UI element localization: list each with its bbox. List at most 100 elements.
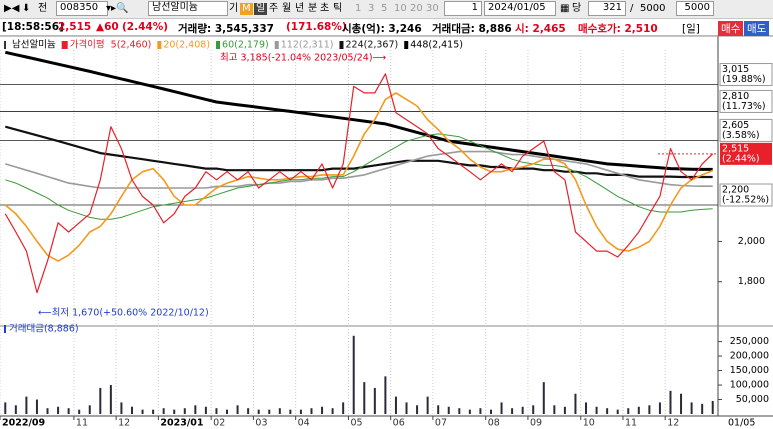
toolbar-button[interactable]: ▦ [560,3,570,14]
period-button[interactable]: 분 [308,3,318,14]
volume-bar [595,406,598,414]
volume-bar [162,408,165,414]
volume-bar [289,409,292,414]
legend-swatch [157,41,162,49]
current-box [720,142,772,165]
volume-bar [648,405,651,414]
date-input[interactable]: 2024/01/05 [484,1,556,16]
count-input[interactable]: 1 [444,1,482,16]
legend-swatch [61,41,68,49]
toolbar-button[interactable]: ▾▸🔍 [106,3,129,14]
period-button[interactable]: 일 [254,3,268,15]
ma-line [4,73,714,294]
open: 시: 2,465 [515,23,566,35]
toolbar: ▶◀ ⬇ 전 008350 ▾▸🔍 남선알미늄 기 M 일 주 월 년 분 초 … [0,0,773,19]
legend-icon [4,325,6,333]
name-input[interactable]: 남선알미늄 [148,1,228,16]
volume-bar [627,408,630,414]
period-button[interactable]: M [240,3,253,15]
volume-bar [574,393,577,414]
toolbar-button[interactable]: 전 [38,3,48,14]
ma-line [5,125,713,179]
x-tick-label: 11 [625,418,637,429]
x-end-label: 01/05 [728,418,755,429]
volume-bar [215,408,218,414]
current-change: (2.44%) [722,153,760,164]
toolbar-button[interactable]: 당 [572,3,582,14]
x-tick-label: 03 [255,418,267,429]
chart: 2022/09 11 12 2023/01 02 03 04 05 06 07 08 09 10 11 12… [0,36,773,429]
period-button[interactable]: 주 [269,3,279,14]
period-button[interactable]: 기 [229,3,239,14]
interval-button[interactable]: 30 [426,3,439,14]
volume-bar [88,405,91,414]
toolbar-button[interactable]: ⬇ [22,3,31,14]
volume-bar [479,408,482,414]
interval-button[interactable]: 10 [394,3,407,14]
period-tag: [일] [682,23,700,35]
volume-bar [173,409,176,414]
y-tick-label: 200,000 [730,351,769,362]
ma-line [4,50,713,171]
legend-item: 448(2,415) [410,40,463,51]
legend-item: 남선알미늄 [12,40,56,51]
buy-button[interactable]: 매수 [718,21,744,36]
volume-bar [14,405,17,414]
x-tick-label: 2022/09 [2,418,45,429]
period-button[interactable]: 월 [282,3,292,14]
interval-button[interactable]: 3 [368,3,375,14]
change-rate: (2.44%) [122,21,169,33]
volume-bar [585,402,588,414]
bid: 매수호가: 2,510 [578,23,658,35]
volume-bar [468,409,471,414]
range-input[interactable]: 321 [588,1,626,16]
volume-bar [426,396,429,414]
volume-bar [247,408,250,414]
legend-item: 60(2,179) [222,40,269,51]
sell-button[interactable]: 매도 [744,21,770,36]
volume-bar [690,402,693,414]
period-button[interactable]: 년 [295,3,305,14]
volume-bar [701,403,704,414]
code-input[interactable]: 008350 [56,1,108,16]
interval-button[interactable]: 20 [410,3,423,14]
period-button[interactable]: 틱 [333,3,343,14]
ma-line [4,92,714,262]
volume-bar [321,406,324,414]
x-tick-label: 07 [435,418,447,429]
volume-title: 거래대금(8,886) [9,324,79,335]
volume-bar [606,408,609,414]
range-input[interactable]: 5000 [676,1,714,16]
interval-button[interactable]: 1 [355,3,362,14]
volume-bar [532,405,535,414]
x-tick-label: 12 [118,418,130,429]
level-label: 2,810 [722,91,749,102]
volume-bar [563,406,566,414]
legend-icon [4,41,6,49]
x-tick-label: 05 [350,418,362,429]
interval-button[interactable]: 5 [381,3,388,14]
volume-bar [553,405,556,414]
volume-bar [405,402,408,414]
x-tick-label: 06 [393,418,405,429]
volume-bar [57,406,60,414]
volume-bar [384,376,387,414]
volume-bar [394,396,397,414]
level-box [719,183,773,207]
price: 2,515 [58,21,92,33]
period-button[interactable]: 초 [320,3,330,14]
low-annotation: ⟵최저 1,670(+50.60% 2022/10/12) [38,308,209,319]
volume-bar [299,409,302,414]
quote-bar: [18:58:56] 2,515 ▲60 (2.44%) 거래량: 3,545,… [0,19,773,36]
volume-bar [542,382,545,414]
volume-bar [669,390,672,414]
level-change: (-12.52%) [722,195,769,206]
y-tick-label: 1,800 [738,276,765,287]
volume-bar [25,396,28,414]
toolbar-button[interactable]: ▶◀ [4,3,20,14]
legend-item: 가격이평 [70,39,105,51]
y-tick-label: 150,000 [730,365,769,376]
ma-line [5,133,713,220]
x-tick-label: 11 [76,418,88,429]
